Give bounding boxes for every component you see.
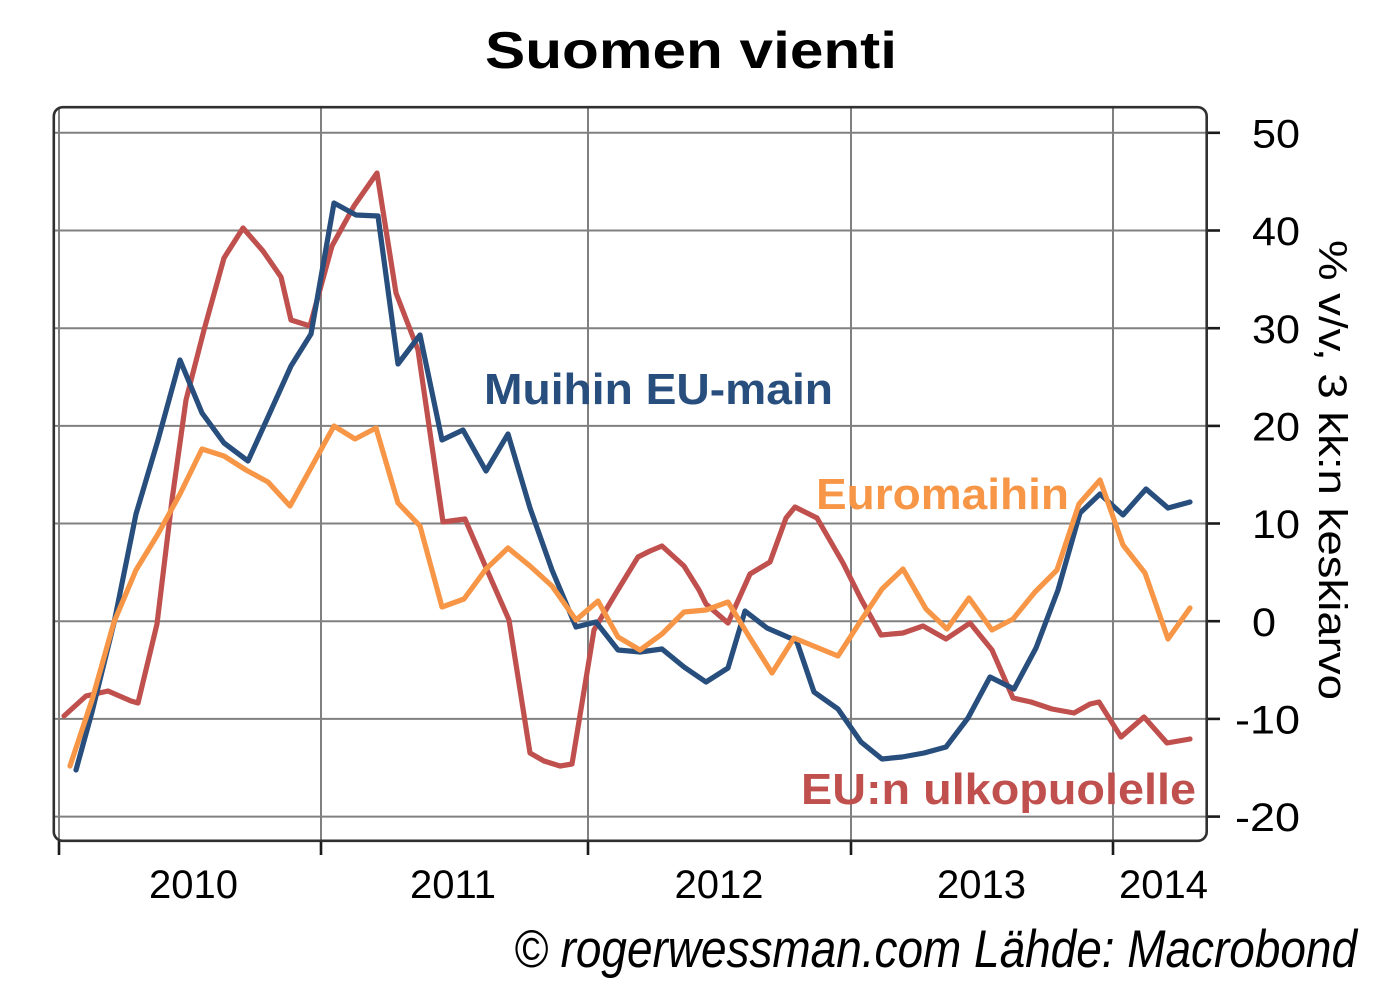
svg-text:EU:n ulkopuolelle: EU:n ulkopuolelle [801, 765, 1196, 814]
svg-text:2012: 2012 [675, 863, 764, 907]
svg-text:2010: 2010 [149, 863, 238, 907]
svg-text:2011: 2011 [410, 863, 496, 907]
svg-text:Muihin EU-main: Muihin EU-main [484, 365, 833, 414]
svg-text:2013: 2013 [937, 863, 1026, 907]
svg-text:-10: -10 [1235, 699, 1300, 743]
svg-text:50: 50 [1252, 112, 1300, 156]
svg-text:40: 40 [1252, 210, 1300, 254]
svg-text:10: 10 [1252, 503, 1300, 547]
svg-text:© rogerwessman.com Lähde: Macr: © rogerwessman.com Lähde: Macrobond [514, 920, 1358, 979]
svg-text:2014: 2014 [1119, 863, 1208, 907]
svg-text:20: 20 [1252, 406, 1300, 450]
svg-text:0: 0 [1252, 601, 1276, 645]
svg-text:30: 30 [1252, 308, 1300, 352]
svg-text:Suomen vienti: Suomen vienti [485, 22, 897, 80]
svg-text:Euromaihin: Euromaihin [816, 470, 1069, 519]
svg-text:-20: -20 [1235, 796, 1300, 840]
svg-text:% v/v, 3 kk:n keskiarvo: % v/v, 3 kk:n keskiarvo [1310, 240, 1354, 700]
